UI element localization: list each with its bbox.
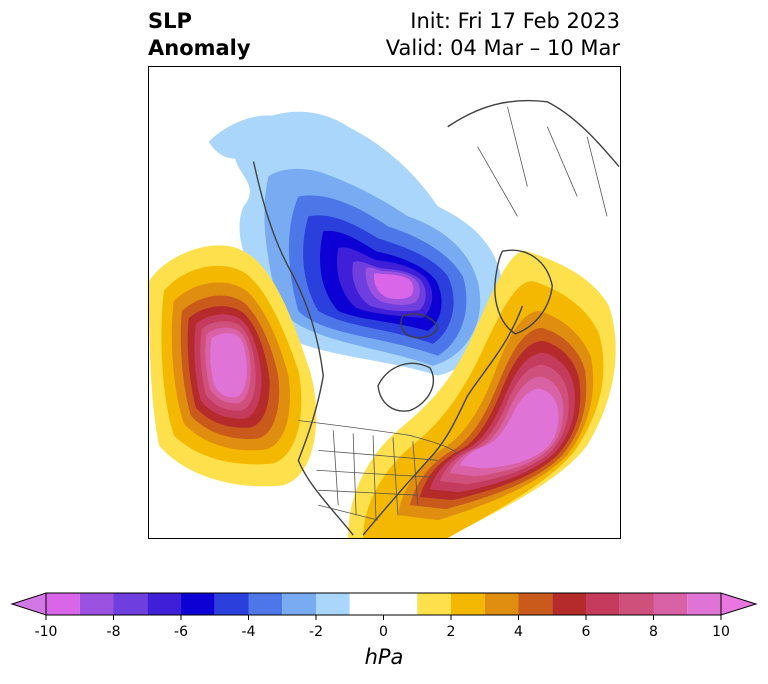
colorbar-segment (586, 593, 620, 615)
title-variable: SLP (148, 9, 192, 33)
colorbar-tick-row: -10 -8 -6 -4 -2 0 2 4 6 8 10 (0, 624, 768, 644)
valid-range: Valid: 04 Mar – 10 Mar (385, 36, 620, 60)
colorbar-segment (552, 593, 586, 615)
colorbar-tick-label: -6 (174, 624, 188, 640)
title-right: Init: Fri 17 Feb 2023 Valid: 04 Mar – 10… (386, 8, 620, 62)
colorbar-segment (214, 593, 249, 615)
colorbar-unit-label: hPa (364, 645, 404, 669)
colorbar-tick-label: 10 (712, 624, 730, 640)
colorbar-segment (451, 593, 485, 615)
colorbar-extend-high (720, 592, 758, 616)
colorbar-tick-label: -8 (106, 624, 121, 640)
colorbar-tick-label: -10 (34, 624, 58, 640)
colorbar-segment (417, 593, 451, 615)
colorbar-segment (79, 593, 114, 615)
colorbar-segment (147, 593, 181, 615)
title-left: SLP Anomaly (148, 8, 251, 62)
colorbar-tick-label: 2 (446, 624, 456, 640)
colorbar-tick-label: 6 (581, 624, 591, 640)
negative-anomaly-region (208, 111, 504, 376)
eurasia-coast (447, 99, 620, 168)
colorbar-tick-label: -2 (309, 624, 323, 640)
colorbar-tick-label: 4 (514, 624, 523, 640)
title-variable-sub: Anomaly (148, 36, 251, 60)
colorbar-segment (316, 593, 350, 615)
contour-pac-9 (210, 333, 247, 398)
state-lines-1 (332, 430, 419, 521)
colorbar-tick-label: 0 (379, 624, 388, 640)
hudson-bay (377, 362, 435, 412)
contour-neg-1b (208, 115, 282, 159)
init-date: Init: Fri 17 Feb 2023 (410, 9, 620, 33)
map-canvas (149, 99, 620, 538)
contour-neg-9 (373, 273, 414, 300)
colorbar-segment (181, 593, 215, 615)
state-lines-2 (316, 449, 438, 496)
coastlines (252, 99, 620, 536)
eurasia-borders (477, 106, 608, 217)
positive-anomaly-pacific (149, 245, 317, 487)
colorbar-segment (248, 593, 283, 615)
contour-atl-9 (459, 388, 559, 469)
colorbar-segment (484, 593, 519, 615)
colorbar-segment (687, 593, 721, 615)
colorbar (0, 585, 768, 625)
north-america-west-coast (252, 161, 354, 536)
colorbar-segment (349, 593, 418, 615)
us-mexico-border (318, 504, 379, 521)
colorbar-tick-label: -4 (241, 624, 256, 640)
colorbar-segment (619, 593, 654, 615)
slp-anomaly-map (148, 66, 621, 539)
colorbar-segment (282, 593, 316, 615)
us-canada-border (298, 420, 458, 454)
colorbar-segment (46, 593, 80, 615)
colorbar-tick-label: 8 (649, 624, 658, 640)
colorbar-segment (113, 593, 148, 615)
greenland (494, 249, 553, 335)
colorbar-segment (653, 593, 688, 615)
colorbar-extend-low (10, 592, 47, 616)
colorbar-canvas (10, 592, 758, 620)
colorbar-segment (518, 593, 553, 615)
country-borders (298, 106, 608, 521)
arctic-islands (400, 313, 439, 339)
